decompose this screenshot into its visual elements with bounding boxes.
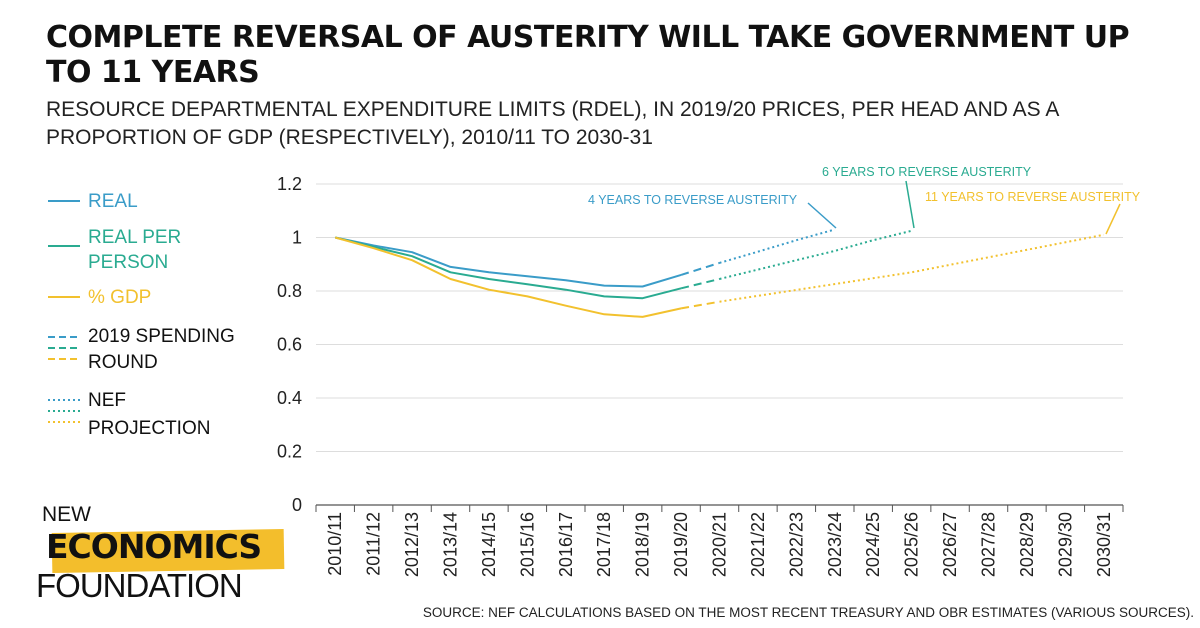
legend-label-real-per-person-line1: REAL PER — [88, 227, 181, 248]
y-tick-label: 0 — [292, 495, 302, 515]
x-tick-label: 2023/24 — [825, 512, 845, 577]
nef-logo: NEW ECONOMICS FOUNDATION — [36, 503, 286, 608]
y-tick-label: 0.8 — [277, 281, 302, 301]
legend: REAL REAL PER PERSON % GDP 2019 SPENDING… — [48, 191, 235, 439]
x-tick-label: 2018/19 — [633, 512, 653, 577]
source-note: SOURCE: NEF CALCULATIONS BASED ON THE MO… — [422, 605, 1194, 620]
legend-label-projection-line2: PROJECTION — [88, 418, 210, 439]
axes: 0 0.2 0.4 0.6 0.8 1 1.2 2010/11 2011/12 2012/13 20… — [277, 174, 1124, 577]
x-tick-label: 2024/25 — [863, 512, 883, 577]
x-tick-label: 2027/28 — [979, 512, 999, 577]
annotation-gdp-leader — [1105, 203, 1121, 235]
x-tick-label: 2025/26 — [902, 512, 922, 577]
x-tick-label: 2015/16 — [517, 512, 537, 577]
x-tick-label: 2022/23 — [786, 512, 806, 577]
x-tick-label: 2020/21 — [710, 512, 730, 577]
y-tick-label: 1 — [292, 228, 302, 248]
x-tick-label: 2011/12 — [364, 512, 384, 576]
x-tick-label: 2017/18 — [594, 512, 614, 577]
logo-foundation: FOUNDATION — [36, 567, 243, 604]
y-tick-label: 0.6 — [277, 335, 302, 355]
x-tick-label: 2016/17 — [556, 512, 576, 577]
legend-label-gdp: % GDP — [88, 287, 151, 308]
series-line-real-per-person-dashed — [680, 278, 720, 290]
annotations: 4 YEARS TO REVERSE AUSTERITY 6 YEARS TO … — [588, 165, 1141, 235]
series-line-real-solid — [334, 236, 682, 288]
logo-new: NEW — [42, 503, 91, 526]
logo-economics: ECONOMICS — [46, 527, 262, 566]
series-line-real-per-person-dotted — [719, 229, 912, 280]
legend-label-spending-round-line1: 2019 SPENDING — [88, 326, 235, 347]
chart-title: COMPLETE REVERSAL OF AUSTERITY WILL TAKE… — [46, 20, 1130, 90]
x-tick-label: 2029/30 — [1055, 512, 1075, 577]
x-tick-label: 2013/14 — [441, 512, 461, 577]
y-tick-label: 0.4 — [277, 388, 302, 408]
legend-label-real: REAL — [88, 191, 138, 212]
series-line-real-dashed — [680, 261, 720, 276]
annotation-real-leader — [807, 202, 837, 229]
x-tick-label: 2014/15 — [479, 512, 499, 577]
series-line-real-dotted — [719, 228, 836, 264]
annotation-gdp: 11 YEARS TO REVERSE AUSTERITY — [925, 190, 1141, 204]
chart-subtitle: RESOURCE DEPARTMENTAL EXPENDITURE LIMITS… — [46, 98, 1059, 149]
series-lines — [334, 228, 1104, 318]
x-tick-label: 2028/29 — [1017, 512, 1037, 577]
x-tick-label: 2012/13 — [402, 512, 422, 577]
annotation-real-per-person: 6 YEARS TO REVERSE AUSTERITY — [822, 165, 1032, 179]
series-line-real-per-person-solid — [334, 236, 682, 300]
legend-label-real-per-person-line2: PERSON — [88, 252, 168, 273]
series-line--gdp-solid — [334, 236, 682, 318]
annotation-real: 4 YEARS TO REVERSE AUSTERITY — [588, 193, 798, 207]
y-tick-label: 1.2 — [277, 174, 302, 194]
x-tick-label: 2021/22 — [748, 512, 768, 577]
legend-label-projection-line1: NEF — [88, 390, 126, 411]
series-line--gdp-dotted — [719, 233, 1104, 303]
series-line--gdp-dashed — [680, 300, 720, 310]
y-tick-label: 0.2 — [277, 442, 302, 462]
legend-label-spending-round-line2: ROUND — [88, 352, 158, 373]
annotation-real-per-person-leader — [905, 180, 915, 229]
x-tick-label: 2010/11 — [325, 512, 345, 576]
x-tick-label: 2019/20 — [671, 512, 691, 577]
gridlines — [316, 183, 1123, 506]
x-tick-label: 2030/31 — [1094, 512, 1114, 577]
x-tick-label: 2026/27 — [940, 512, 960, 577]
